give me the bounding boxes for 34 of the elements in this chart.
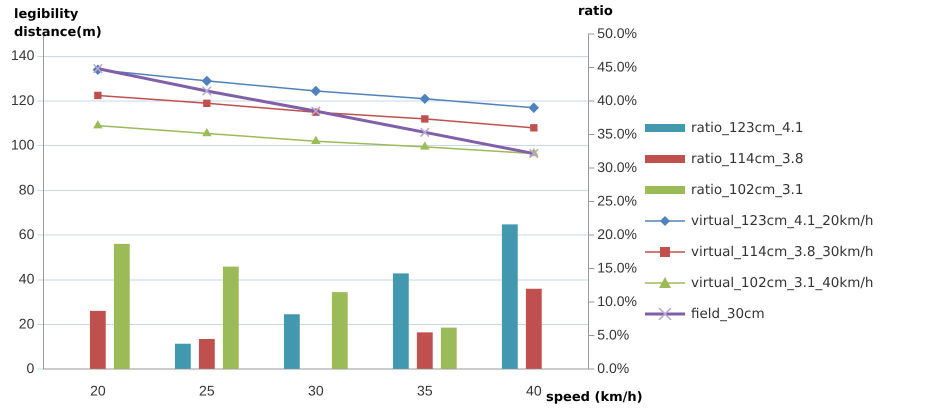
y2-tick-label: 50.0% — [597, 24, 638, 41]
y2-tick-label: 0.0% — [597, 360, 630, 376]
y2-axis-title: ratio — [578, 4, 613, 19]
y-tick-label: 40 — [18, 270, 35, 287]
x-axis-title: speed (km/h) — [546, 390, 643, 405]
y-tick-label: 100 — [11, 136, 35, 153]
legend-label: field_30cm — [691, 306, 765, 322]
x-tick-label: 20 — [90, 382, 106, 398]
x-tick-label: 30 — [308, 382, 324, 398]
y2-tick-label: 45.0% — [597, 58, 638, 74]
y-axis-title: legibility distance(m) — [14, 6, 103, 42]
y2-tick-label: 30.0% — [597, 158, 638, 175]
y-tick-label: 80 — [18, 181, 35, 198]
legend-label: virtual_102cm_3.1_40km/h — [691, 274, 874, 290]
y2-tick-label: 5.0% — [597, 326, 630, 343]
legend-label: ratio_114cm_3.8 — [691, 150, 804, 166]
y-tick-label: 120 — [11, 92, 35, 108]
y2-tick-label: 40.0% — [597, 92, 638, 108]
legend-label: virtual_114cm_3.8_30km/h — [691, 244, 874, 260]
y2-tick-label: 15.0% — [597, 260, 638, 276]
y2-tick-label: 20.0% — [597, 226, 638, 242]
y-tick-label: 20 — [18, 315, 35, 332]
y-tick-label: 140 — [11, 47, 35, 64]
legend-label: ratio_123cm_4.1 — [691, 120, 804, 136]
legend-label: virtual_123cm_4.1_20km/h — [691, 212, 874, 228]
x-tick-label: 25 — [199, 382, 215, 398]
y-tick-label: 60 — [18, 226, 35, 242]
x-tick-label: 40 — [526, 382, 542, 398]
y2-tick-label: 10.0% — [597, 293, 638, 310]
y2-tick-label: 35.0% — [597, 125, 638, 142]
legend-label: ratio_102cm_3.1 — [691, 182, 804, 198]
x-tick-label: 35 — [417, 382, 433, 398]
y-tick-label: 0 — [26, 360, 35, 376]
y2-tick-label: 25.0% — [597, 192, 638, 208]
